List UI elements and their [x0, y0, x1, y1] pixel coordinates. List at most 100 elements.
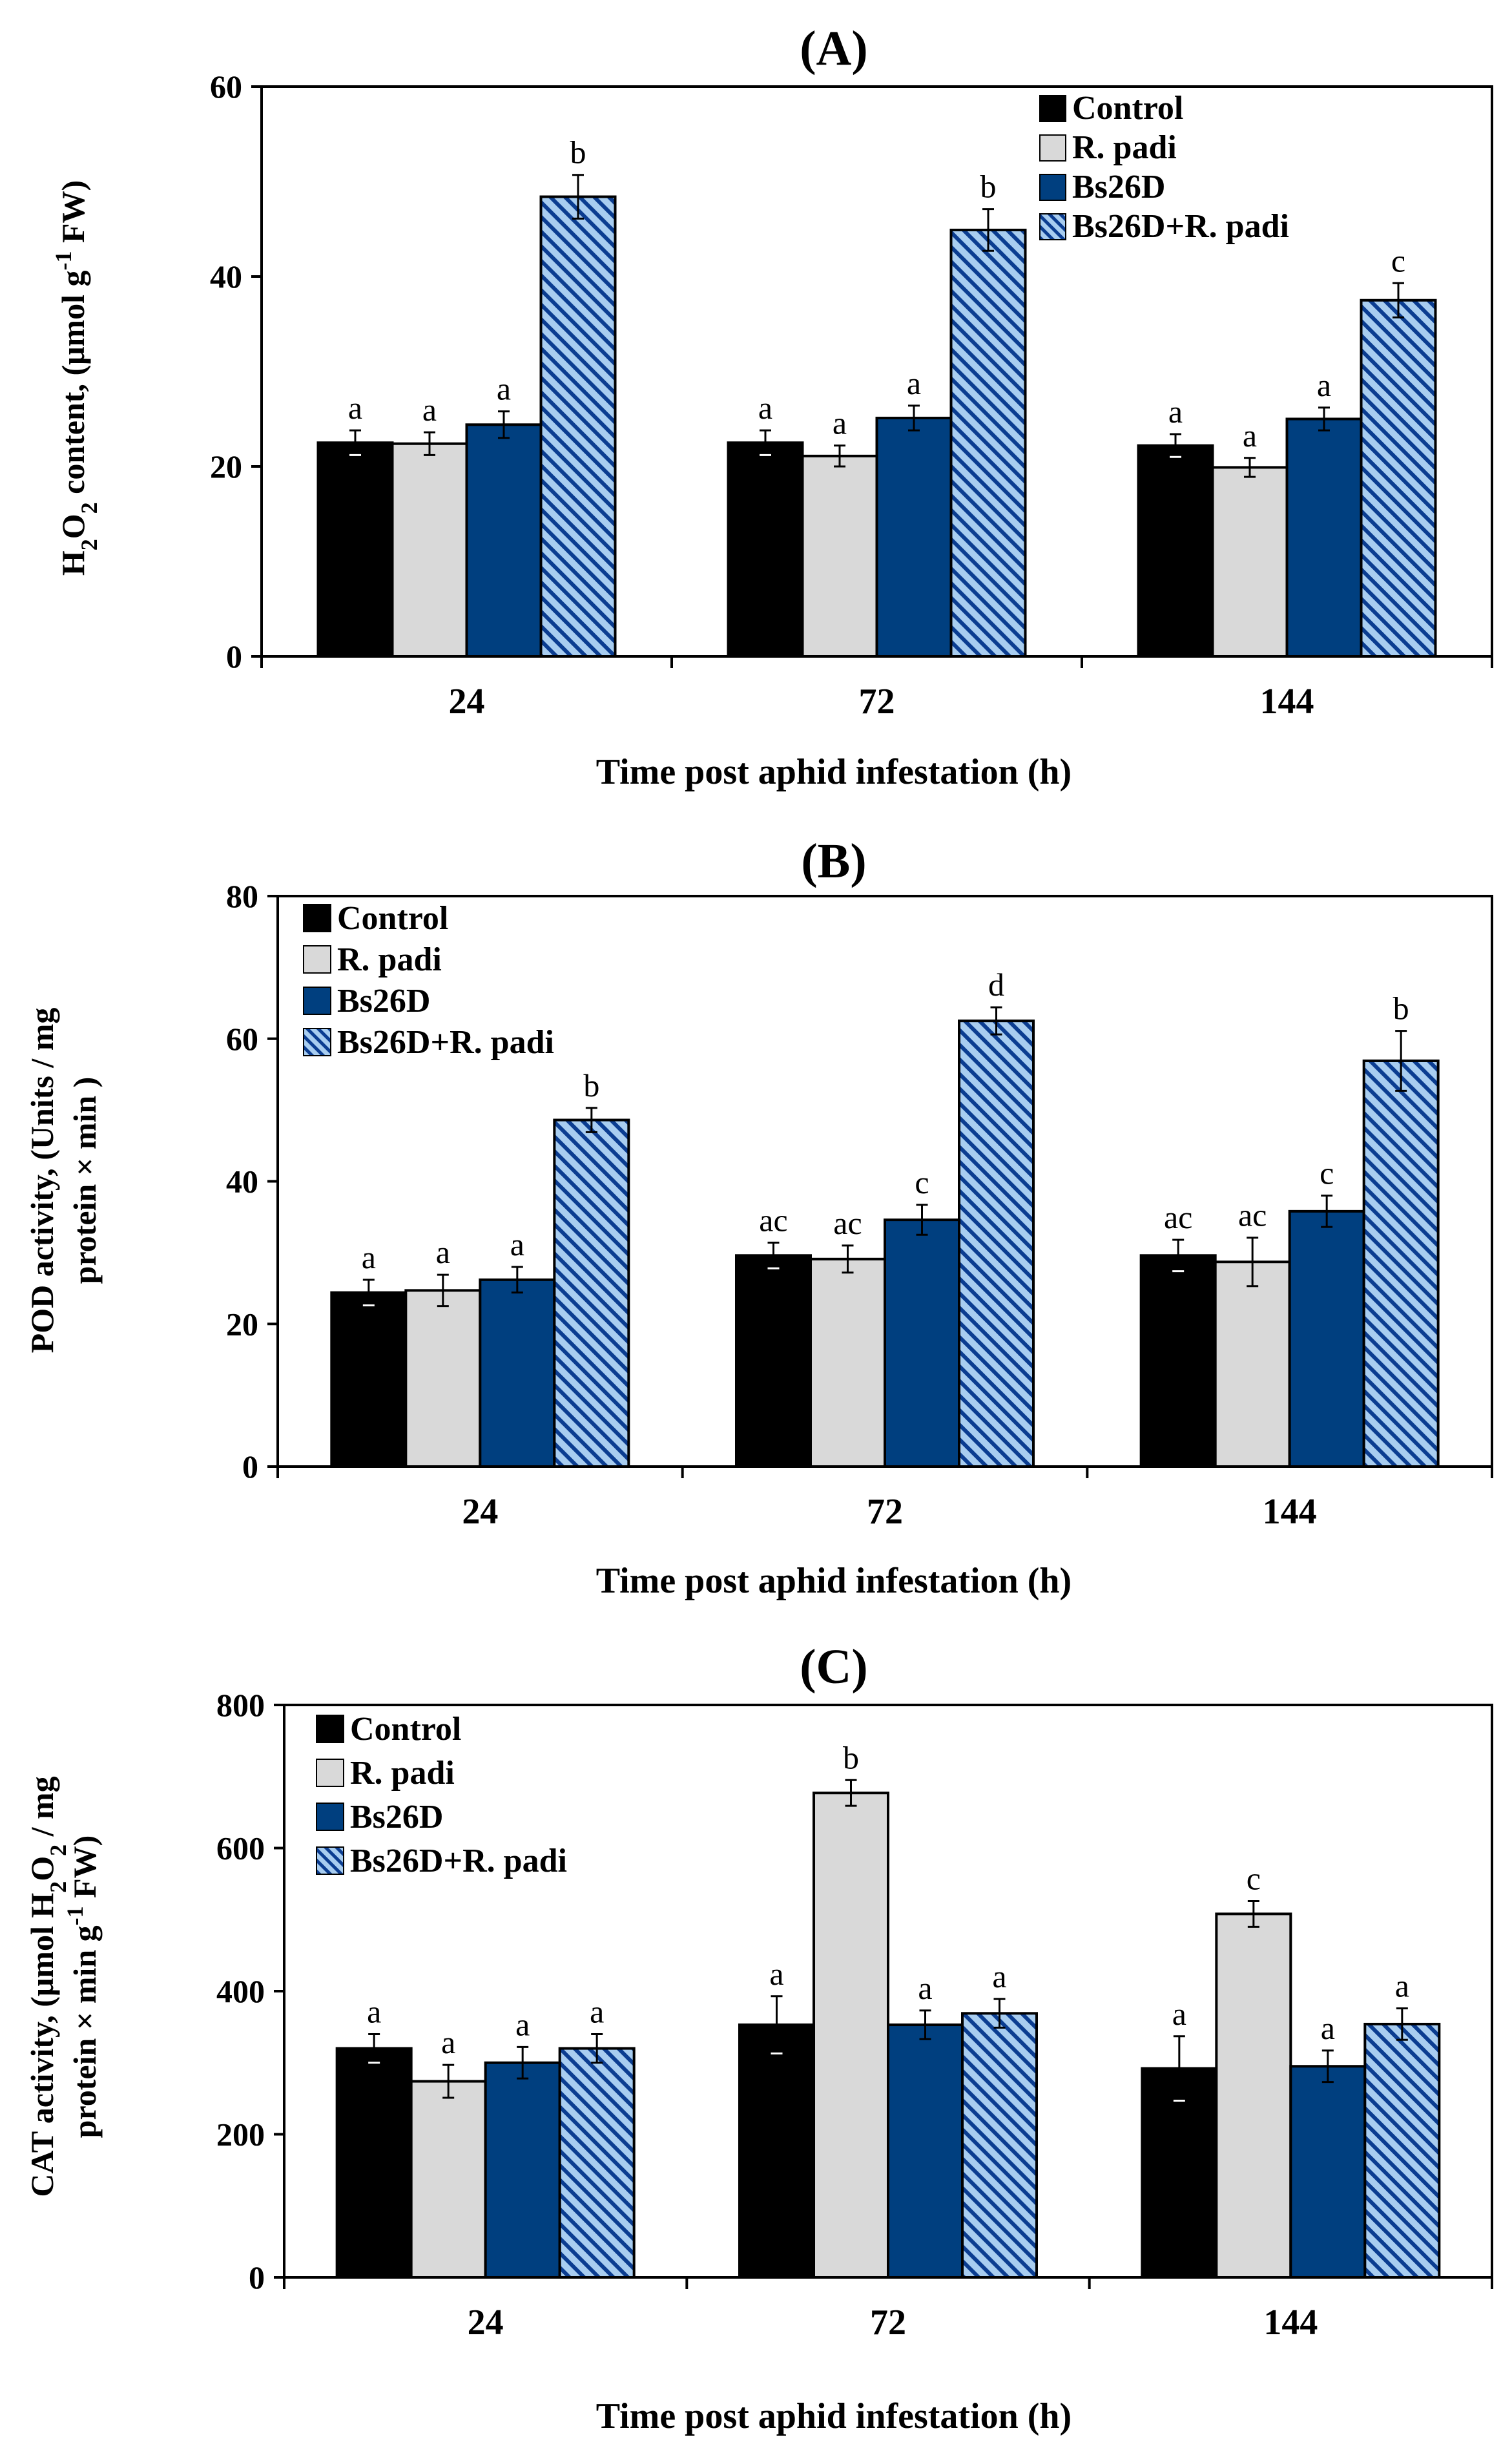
bar-r-padi	[809, 1257, 886, 1468]
significance-letter: b	[843, 1739, 859, 1775]
significance-letter: a	[362, 1239, 376, 1275]
legend-swatch	[1039, 213, 1066, 240]
bar-bs26d	[465, 423, 543, 658]
bar-control	[316, 441, 394, 658]
bar-control	[1139, 1254, 1217, 1469]
bar-bs26d	[484, 2061, 561, 2279]
bar-bs26d-r-padi	[539, 195, 617, 658]
y-tick-label: 200	[216, 2117, 265, 2153]
significance-letter: a	[510, 1226, 524, 1262]
panel-b-ylabel-line2: protein × min )	[67, 1077, 103, 1284]
significance-letter: a	[436, 1234, 450, 1270]
panel-c-ylabel-line2: protein × min g-1 FW)	[62, 1835, 103, 2138]
bar-bs26d	[1285, 417, 1363, 658]
bar-r-padi	[404, 1289, 482, 1469]
panel-a-ylabel: H2O2 content, (μmol g-1 FW)	[50, 180, 102, 576]
legend-swatch	[316, 1715, 344, 1743]
bar-control	[727, 441, 804, 658]
y-tick-label: 40	[226, 1164, 258, 1200]
significance-letter: a	[1243, 417, 1257, 454]
legend-label: Control	[337, 900, 448, 937]
significance-letter: b	[583, 1067, 599, 1103]
legend-label: Bs26D	[1072, 169, 1165, 205]
panel-b-plot: 0 20 40 60 80 24 a a a b 72 ac ac c d 144 ac ac c b	[226, 878, 1493, 1532]
significance-letter: ac	[833, 1205, 862, 1241]
bar-bs26d-r-padi	[553, 1118, 630, 1468]
legend-swatch	[303, 945, 331, 974]
bar-bs26d	[1288, 1209, 1365, 1469]
bar-bs26d-r-padi	[949, 228, 1027, 658]
significance-letter: ac	[759, 1202, 787, 1238]
bar-bs26d	[887, 2023, 964, 2279]
bar-r-padi	[391, 442, 468, 658]
legend-label: Control	[1072, 90, 1183, 127]
significance-letter: a	[769, 1956, 783, 1992]
x-tick-label: 24	[449, 682, 485, 722]
bar-bs26d-r-padi	[558, 2047, 636, 2279]
panel-c-title: (C)	[800, 1640, 868, 1694]
significance-letter: ac	[1164, 1199, 1192, 1235]
significance-letter: d	[988, 967, 1004, 1003]
panel-c: (C) CAT activity, (μmol H2O2 / mg protei…	[24, 1640, 1493, 2436]
x-tick-label: 24	[468, 2303, 504, 2343]
significance-letter: a	[590, 1993, 604, 2029]
significance-letter: a	[1321, 2010, 1335, 2046]
bar-r-padi	[1215, 1912, 1292, 2279]
y-tick-label: 60	[210, 68, 242, 105]
legend-swatch	[316, 1846, 344, 1875]
panel-a-plot: 0 20 40 60 24 a a a b 72 a a a b 144 a a a c	[210, 68, 1493, 722]
bar-bs26d-r-padi	[961, 2012, 1038, 2279]
significance-letter: a	[367, 1993, 381, 2029]
y-tick-label: 80	[226, 878, 258, 914]
bar-bs26d-r-padi	[1363, 2022, 1441, 2279]
legend-label: Bs26D+R. padi	[1072, 208, 1289, 245]
bar-control	[335, 2047, 413, 2279]
panel-c-plot: 0 200 400 600 800 24 a a a a 72 a b a a 144 a c a a	[216, 1687, 1493, 2343]
bar-r-padi	[801, 454, 878, 658]
x-tick-label: 144	[1260, 682, 1314, 722]
bar-bs26d	[1289, 2065, 1367, 2279]
bar-r-padi	[1211, 466, 1289, 658]
y-tick-label: 40	[210, 258, 242, 295]
bar-bs26d	[479, 1278, 556, 1468]
x-tick-label: 24	[462, 1492, 498, 1532]
bar-bs26d	[884, 1218, 960, 1469]
legend-label: Control	[350, 1711, 461, 1748]
significance-letter: a	[907, 365, 921, 401]
significance-letter: ac	[1238, 1197, 1267, 1233]
panel-c-legend: Control R. padi Bs26D Bs26D+R. padi	[316, 1711, 567, 1879]
y-tick-label: 60	[226, 1021, 258, 1057]
panel-c-ylabel-line1: CAT activity, (μmol H2O2 / mg	[24, 1776, 71, 2197]
bar-control	[1137, 444, 1214, 658]
panel-b-xlabel: Time post aphid infestation (h)	[596, 1561, 1072, 1601]
y-tick-label: 0	[226, 638, 242, 674]
x-tick-label: 72	[867, 1492, 903, 1532]
panel-a: (A) H2O2 content, (μmol g-1 FW) Time pos…	[50, 21, 1493, 792]
significance-letter: b	[1393, 990, 1409, 1027]
legend-swatch	[303, 904, 331, 932]
significance-letter: a	[1317, 367, 1331, 403]
legend-label: R. padi	[1072, 129, 1177, 166]
y-tick-label: 600	[216, 1830, 265, 1866]
legend-swatch	[316, 1759, 344, 1787]
x-tick-label: 144	[1263, 2303, 1318, 2343]
significance-letter: a	[992, 1958, 1006, 1994]
legend-swatch	[1039, 174, 1066, 201]
bar-control	[738, 2023, 815, 2279]
significance-letter: a	[422, 392, 437, 428]
significance-letter: a	[1395, 1968, 1409, 2004]
significance-letter: a	[918, 1970, 932, 2006]
panel-b-title: (B)	[801, 834, 866, 888]
legend-label: R. padi	[337, 941, 442, 978]
bar-bs26d-r-padi	[958, 1019, 1035, 1468]
panel-b-legend: Control R. padi Bs26D Bs26D+R. padi	[303, 900, 554, 1061]
panel-b-ylabel-line1: POD activity, (Units / mg	[24, 1008, 60, 1354]
legend-swatch	[316, 1803, 344, 1831]
bar-control	[330, 1291, 408, 1469]
legend-label: R. padi	[350, 1755, 455, 1792]
significance-letter: b	[980, 169, 997, 205]
panel-a-xlabel: Time post aphid infestation (h)	[596, 752, 1072, 792]
y-tick-label: 0	[242, 1448, 258, 1485]
significance-letter: c	[1320, 1155, 1334, 1191]
